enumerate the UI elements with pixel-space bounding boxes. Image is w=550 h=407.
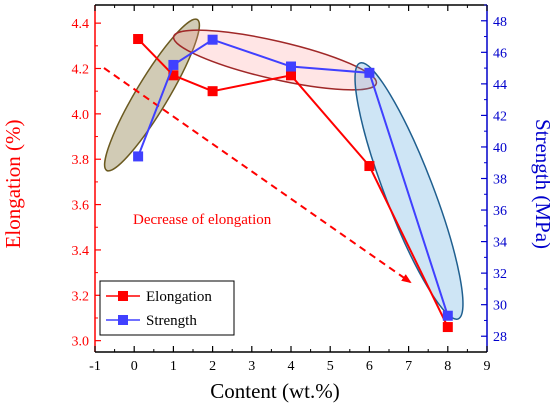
trend-arrow <box>103 67 412 284</box>
legend-box <box>99 280 235 336</box>
y-left-axis-title: Elongation (%) <box>1 120 25 249</box>
y-right-tick-label: 42 <box>493 109 507 124</box>
y-right-tick-label: 38 <box>493 173 507 188</box>
y-right-axis-title: Strength (MPa) <box>531 119 550 249</box>
y-left-tick-label: 4.4 <box>72 17 90 32</box>
y-left-tick-label: 3.4 <box>72 244 90 259</box>
x-tick-label: -1 <box>89 359 101 374</box>
x-tick-label: 7 <box>405 359 412 374</box>
trend-annotation: Decrease of elongation <box>103 67 412 284</box>
legend: Elongation Strength <box>99 280 235 336</box>
point-elongation <box>364 161 375 172</box>
series-line-strength <box>137 38 449 317</box>
y-left-tick-label: 4.0 <box>72 108 90 123</box>
y-left-tick-label: 3.6 <box>72 199 90 214</box>
point-strength <box>442 310 453 321</box>
y-right-tick-label: 40 <box>493 141 507 156</box>
highlight-ellipses <box>103 18 464 320</box>
legend-swatch-elongation-marker <box>118 291 128 301</box>
y-left-tick-label: 3.8 <box>72 153 90 168</box>
x-tick-label: 9 <box>484 359 491 374</box>
point-strength <box>207 34 218 45</box>
ellipse-blue <box>354 62 464 320</box>
y-right-tick-label: 32 <box>493 267 507 282</box>
y-right-tick-label: 36 <box>493 204 507 219</box>
point-elongation <box>286 70 296 81</box>
point-elongation <box>207 86 218 97</box>
x-axis-title: Content (wt.%) <box>210 379 339 403</box>
point-strength <box>286 61 296 72</box>
legend-swatch-strength-marker <box>118 315 128 325</box>
x-tick-label: 0 <box>131 359 138 374</box>
y-left-tick-label: 4.2 <box>72 63 90 78</box>
legend-label-elongation: Elongation <box>146 289 212 305</box>
y-left-tick-label: 3.0 <box>72 335 90 350</box>
series-layer <box>133 34 453 333</box>
point-elongation <box>168 70 179 81</box>
x-tick-label: 1 <box>170 359 177 374</box>
x-tick-label: 5 <box>327 359 334 374</box>
y-left-ticks: 3.0 3.2 3.4 3.6 3.8 4.0 4.2 4.4 <box>72 17 101 350</box>
x-ticks: -1 0 1 2 3 4 5 6 7 8 9 <box>89 5 491 374</box>
x-tick-label: 3 <box>248 359 255 374</box>
y-right-ticks: 28 30 32 34 36 38 40 42 44 46 48 <box>481 4 507 345</box>
x-tick-label: 8 <box>444 359 451 374</box>
point-strength <box>133 151 144 162</box>
y-right-tick-label: 48 <box>493 15 507 30</box>
series-line-elongation <box>137 38 449 328</box>
ellipse-olive <box>103 18 201 172</box>
y-right-tick-label: 30 <box>493 299 507 314</box>
point-strength <box>364 67 375 78</box>
point-elongation <box>133 34 144 45</box>
y-right-tick-label: 28 <box>493 330 507 345</box>
x-tick-label: 4 <box>288 359 295 374</box>
y-right-tick-label: 44 <box>493 78 507 93</box>
x-tick-label: 2 <box>209 359 216 374</box>
point-strength <box>168 59 179 70</box>
y-right-tick-label: 34 <box>493 236 507 251</box>
point-elongation <box>442 322 453 333</box>
y-right-tick-label: 46 <box>493 46 507 61</box>
y-left-tick-label: 3.2 <box>72 289 90 304</box>
x-tick-label: 6 <box>366 359 373 374</box>
annotation-text: Decrease of elongation <box>133 212 272 228</box>
legend-label-strength: Strength <box>146 313 197 329</box>
